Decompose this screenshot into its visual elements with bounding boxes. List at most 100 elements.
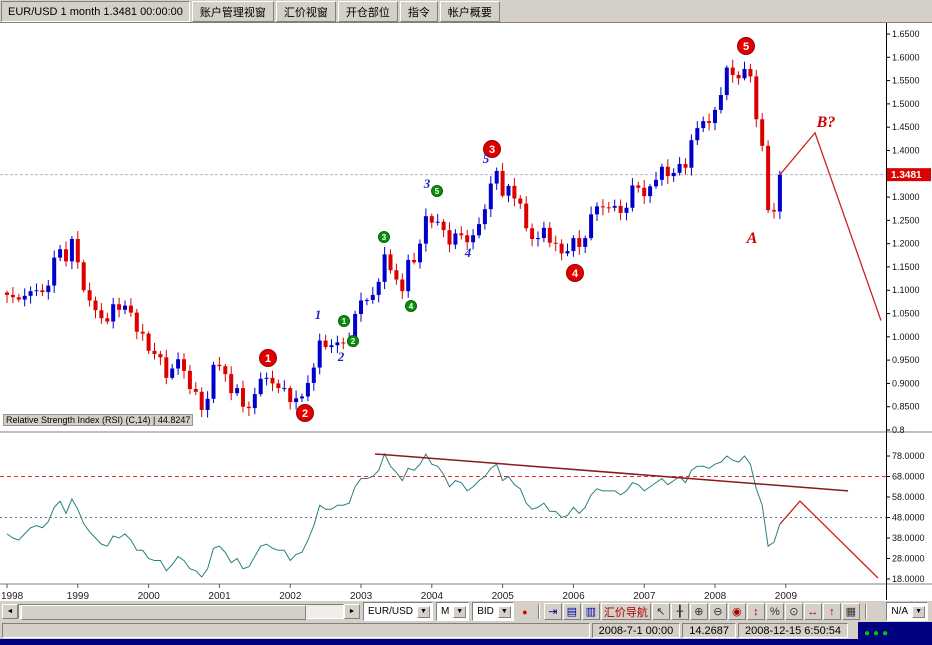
- pointer-icon[interactable]: ↖: [651, 603, 670, 620]
- sub-wave-number: 5: [483, 151, 490, 166]
- bottom-toolbar: ◄ ► EUR/USD ▼ M ▼ BID ▼ ● ⇥ ▤ ▥ 汇价导航 ↖ ╂…: [0, 600, 932, 622]
- chart-scrollbar[interactable]: ◄ ►: [2, 604, 360, 620]
- svg-text:0.8500: 0.8500: [892, 402, 920, 412]
- rsi-axis: 78.0000 68.0000 58.0000 48.0000 38.0000 28.00…: [886, 451, 925, 584]
- svg-text:2002: 2002: [279, 591, 302, 601]
- svg-text:2008: 2008: [704, 591, 727, 601]
- arrows-vertical-icon[interactable]: ↕: [746, 603, 765, 620]
- scroll-right-button[interactable]: ►: [344, 604, 360, 619]
- menu-tab[interactable]: 帐户概要: [439, 1, 500, 22]
- menu-bar: EUR/USD 1 month 1.3481 00:00:00 账户管理视窗 汇价…: [0, 0, 932, 22]
- status-bar: 2008-7-1 00:00 14.2687 2008-12-15 6:50:5…: [0, 622, 932, 639]
- grid-icon[interactable]: ▦: [841, 603, 860, 620]
- crosshair-cursor-icon[interactable]: ╂: [670, 603, 689, 620]
- svg-text:1.5000: 1.5000: [892, 99, 920, 109]
- minor-wave-circle: [405, 300, 417, 312]
- status-bar-time: 2008-7-1 00:00: [591, 623, 681, 638]
- menu-tab[interactable]: 汇价视窗: [275, 1, 336, 22]
- svg-text:0.9500: 0.9500: [892, 355, 920, 365]
- chart-area[interactable]: 1.65001.60001.55001.50001.45001.40001.35…: [0, 22, 932, 601]
- ellipse-icon[interactable]: ⊙: [784, 603, 803, 620]
- svg-text:1.5500: 1.5500: [892, 76, 920, 86]
- tile-horizontal-icon[interactable]: ▤: [562, 603, 581, 620]
- status-spacer: [2, 623, 590, 638]
- timeframe-select[interactable]: M ▼: [435, 602, 470, 621]
- svg-text:18.0000: 18.0000: [892, 574, 925, 584]
- price-type-value: BID: [477, 606, 494, 617]
- svg-text:2003: 2003: [350, 591, 373, 601]
- svg-text:2009: 2009: [775, 591, 798, 601]
- svg-text:0.9000: 0.9000: [892, 378, 920, 388]
- svg-text:58.0000: 58.0000: [892, 492, 925, 502]
- svg-text:2006: 2006: [562, 591, 585, 601]
- svg-text:1.0500: 1.0500: [892, 309, 920, 319]
- menu-tab[interactable]: 指令: [399, 1, 438, 22]
- menu-tab[interactable]: 开仓部位: [337, 1, 398, 22]
- status-cursor-value: 14.2687: [682, 623, 736, 638]
- svg-text:1: 1: [265, 353, 271, 365]
- svg-text:48.0000: 48.0000: [892, 513, 925, 523]
- chevron-down-icon: ▼: [497, 605, 511, 618]
- sub-wave-number: 3: [423, 176, 431, 191]
- minor-wave-circle: [338, 315, 350, 327]
- svg-text:4: 4: [572, 268, 579, 280]
- svg-text:2005: 2005: [492, 591, 515, 601]
- svg-text:1.3481: 1.3481: [891, 170, 922, 181]
- na-value: N/A: [891, 606, 909, 617]
- svg-text:1: 1: [342, 317, 347, 326]
- chart-canvas[interactable]: 1.65001.60001.55001.50001.45001.40001.35…: [0, 23, 932, 601]
- toolbar-separator: [864, 604, 866, 619]
- percent-icon[interactable]: %: [765, 603, 784, 620]
- record-tick-icon[interactable]: ●: [522, 606, 528, 617]
- svg-text:1.6500: 1.6500: [892, 29, 920, 39]
- timeframe-value: M: [440, 606, 450, 617]
- rsi-indicator-label: Relative Strength Index (RSI) (C,14) | 4…: [3, 414, 194, 426]
- price-type-select[interactable]: BID ▼: [472, 602, 514, 621]
- major-wave-circle: [296, 404, 314, 422]
- svg-text:2: 2: [351, 337, 356, 346]
- zoom-in-icon[interactable]: ⊕: [689, 603, 708, 620]
- svg-text:2000: 2000: [138, 591, 161, 601]
- chart-title-tab[interactable]: EUR/USD 1 month 1.3481 00:00:00: [1, 1, 190, 22]
- scrollbar-track[interactable]: [18, 604, 344, 620]
- svg-text:3: 3: [489, 144, 495, 156]
- chevron-down-icon: ▼: [417, 605, 430, 618]
- zoom-out-icon[interactable]: ⊖: [708, 603, 727, 620]
- current-price-tag: [887, 168, 931, 182]
- connection-status-icon: ●: [882, 627, 889, 639]
- scroll-left-button[interactable]: ◄: [2, 604, 18, 619]
- time-axis: 1998 1999 2000 2001 2002 2003 2004 2005 2006 2007…: [1, 584, 797, 601]
- crosshair-icon[interactable]: ◉: [727, 603, 746, 620]
- wave-letter: A: [746, 230, 758, 247]
- minor-wave-circle: [378, 231, 390, 243]
- major-wave-circle: [483, 140, 501, 158]
- svg-text:38.0000: 38.0000: [892, 533, 925, 543]
- svg-text:0.8: 0.8: [892, 425, 905, 435]
- svg-text:2: 2: [302, 408, 308, 420]
- price-navigator-label[interactable]: 汇价导航: [600, 603, 651, 620]
- na-select[interactable]: N/A ▼: [886, 602, 928, 621]
- chevron-down-icon: ▼: [912, 605, 925, 618]
- minor-wave-circle: [431, 185, 443, 197]
- svg-text:2007: 2007: [633, 591, 656, 601]
- rsi-line: [6, 452, 781, 578]
- svg-text:1.4000: 1.4000: [892, 145, 920, 155]
- svg-text:1.3000: 1.3000: [892, 192, 920, 202]
- tile-vertical-icon[interactable]: ▥: [581, 603, 600, 620]
- svg-text:1.1500: 1.1500: [892, 262, 920, 272]
- symbol-select[interactable]: EUR/USD ▼: [363, 602, 433, 621]
- arrow-up-icon[interactable]: ↑: [822, 603, 841, 620]
- candlesticks: [5, 59, 782, 418]
- menu-tabs: 账户管理视窗 汇价视窗 开仓部位 指令 帐户概要: [191, 1, 500, 22]
- sub-wave-number: 2: [337, 349, 345, 364]
- major-wave-circle: [566, 264, 584, 282]
- scrollbar-thumb[interactable]: [21, 605, 307, 620]
- arrows-horizontal-icon[interactable]: ↔: [803, 603, 822, 620]
- sub-wave-number: 1: [315, 307, 322, 322]
- svg-text:5: 5: [743, 41, 749, 53]
- menu-tab[interactable]: 账户管理视窗: [191, 1, 274, 22]
- wave-letter: B?: [816, 114, 836, 131]
- svg-text:78.0000: 78.0000: [892, 451, 925, 461]
- svg-text:3: 3: [382, 233, 387, 242]
- goto-end-icon[interactable]: ⇥: [543, 603, 562, 620]
